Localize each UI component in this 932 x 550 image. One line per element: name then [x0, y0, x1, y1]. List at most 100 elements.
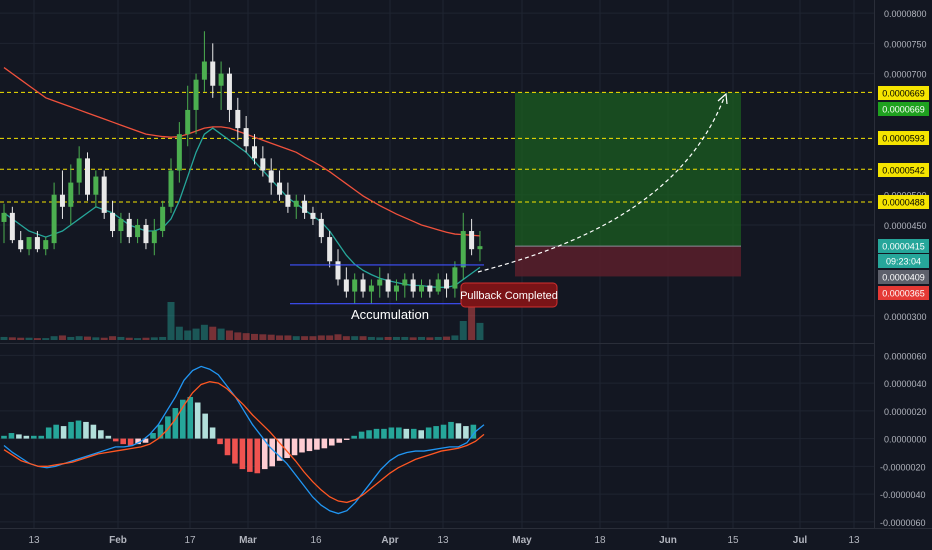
- volume-bar: [267, 334, 275, 340]
- macd-histogram-bar: [239, 438, 246, 470]
- price-tag-label: 0.0000488: [882, 198, 925, 208]
- macd-tick-label: -0.0000020: [880, 462, 926, 472]
- volume-bar: [342, 336, 350, 340]
- volume-bar: [242, 333, 250, 340]
- candle-body: [110, 212, 116, 232]
- macd-tick-label: -0.0000060: [880, 518, 926, 528]
- time-tick-label: 13: [28, 535, 40, 546]
- candle-body: [126, 218, 132, 238]
- price-axis[interactable]: 0.00008000.00007500.00007000.00005000.00…: [880, 9, 927, 528]
- volume-bar: [384, 336, 392, 340]
- accumulation-label: Accumulation: [351, 307, 429, 322]
- volume-bar: [459, 321, 467, 340]
- candle-body: [18, 240, 24, 250]
- macd-histogram-bar: [463, 426, 469, 439]
- price-tag-bg: [878, 86, 929, 100]
- volume-bar: [468, 294, 476, 340]
- volume-bar: [150, 337, 158, 340]
- macd-histogram-bar: [306, 438, 313, 452]
- volume-bar: [42, 338, 50, 340]
- volume-bar: [409, 337, 417, 340]
- candle-body: [477, 246, 483, 250]
- macd-histogram-bar: [90, 424, 97, 439]
- time-tick-label: May: [512, 535, 532, 546]
- volume-bar: [25, 337, 33, 340]
- macd-histogram-bar: [38, 435, 45, 439]
- macd-histogram-bar: [366, 430, 372, 439]
- candlestick-series: [1, 31, 483, 304]
- macd-histogram-bar: [261, 438, 268, 470]
- price-tag-bg: [878, 131, 929, 145]
- volume-bar: [317, 335, 325, 340]
- stop-zone[interactable]: [515, 246, 741, 277]
- macd-histogram-bar: [68, 421, 74, 439]
- macd-histogram-bar: [351, 435, 357, 439]
- candle-body: [160, 206, 166, 232]
- projection-arrow[interactable]: [477, 97, 725, 273]
- macd-histogram-bar: [60, 426, 67, 439]
- callout-text: Pullback Completed: [460, 290, 558, 302]
- macd-histogram-bar: [120, 438, 126, 445]
- macd-histogram-bar: [254, 438, 261, 474]
- pullback-callout[interactable]: Pullback Completed: [460, 282, 558, 308]
- price-tag-bg: [878, 254, 929, 268]
- macd-histogram-bar: [142, 438, 149, 443]
- position-tool[interactable]: [515, 92, 741, 277]
- volume-bar: [259, 334, 267, 340]
- time-tick-label: Feb: [109, 535, 127, 546]
- ema-fast-line: [3, 127, 481, 288]
- volume-bar: [200, 324, 208, 340]
- macd-histogram-bar: [299, 438, 305, 453]
- candle-body: [293, 200, 299, 207]
- macd-histogram-bar: [209, 427, 216, 439]
- volume-bar: [359, 336, 367, 340]
- candle-body: [101, 176, 107, 213]
- horizontal-levels[interactable]: [0, 91, 874, 203]
- volume-bar: [167, 302, 175, 340]
- signal-line: [3, 381, 485, 504]
- price-tag-label: 0.0000415: [882, 242, 925, 252]
- candle-body: [268, 170, 274, 183]
- macd-histogram-bar: [425, 427, 432, 439]
- macd-histogram-bar: [202, 413, 208, 439]
- candle-body: [1, 212, 7, 222]
- volume-bar: [301, 336, 309, 340]
- candle-body: [51, 194, 57, 244]
- candle-body: [460, 231, 466, 268]
- volume-bar: [418, 336, 425, 340]
- time-axis[interactable]: 13 Feb 17 Mar 16 Apr 13 May 18 Jun 15 Jul 13: [28, 535, 860, 546]
- price-tag-bg: [878, 270, 929, 284]
- candle-body: [360, 279, 366, 292]
- macd-histogram-bar: [112, 438, 119, 442]
- volume-bar: [84, 336, 91, 340]
- price-tags: 0.0000669 0.0000669 0.0000593 0.0000542 0.00…: [878, 86, 929, 300]
- macd-histogram-bar: [448, 421, 454, 439]
- ema-slow-line: [3, 67, 480, 237]
- macd-histogram-bar: [150, 433, 156, 439]
- volume-bar: [184, 330, 192, 340]
- macd-histogram-bar: [172, 408, 179, 439]
- drawings[interactable]: [290, 92, 728, 305]
- volume-bar: [326, 335, 334, 340]
- macd-histogram-bar: [269, 438, 275, 467]
- accumulation-text: Accumulation: [351, 307, 429, 322]
- candle-body: [393, 285, 399, 292]
- macd-tick-label: 0.0000000: [884, 435, 927, 445]
- macd-histogram-bar: [388, 427, 395, 439]
- volume-bar: [125, 337, 133, 340]
- volume-bar: [234, 332, 242, 340]
- time-tick-label: Apr: [381, 535, 398, 546]
- volume-bar: [309, 336, 317, 340]
- candle-body: [210, 61, 216, 86]
- volume-bar: [225, 330, 233, 340]
- volume-bars: [0, 294, 484, 340]
- macd-histogram-bar: [396, 427, 402, 439]
- macd-histogram-bar: [135, 438, 141, 445]
- macd-histogram-bar: [284, 438, 290, 459]
- candle-body: [343, 279, 349, 292]
- candle-body: [435, 279, 441, 292]
- macd-histogram-bar: [165, 416, 171, 439]
- volume-bar: [451, 335, 459, 340]
- macd-histogram-bar: [194, 402, 201, 439]
